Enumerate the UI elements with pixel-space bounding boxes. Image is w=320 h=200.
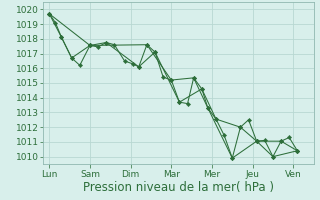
X-axis label: Pression niveau de la mer( hPa ): Pression niveau de la mer( hPa ) <box>83 181 274 194</box>
